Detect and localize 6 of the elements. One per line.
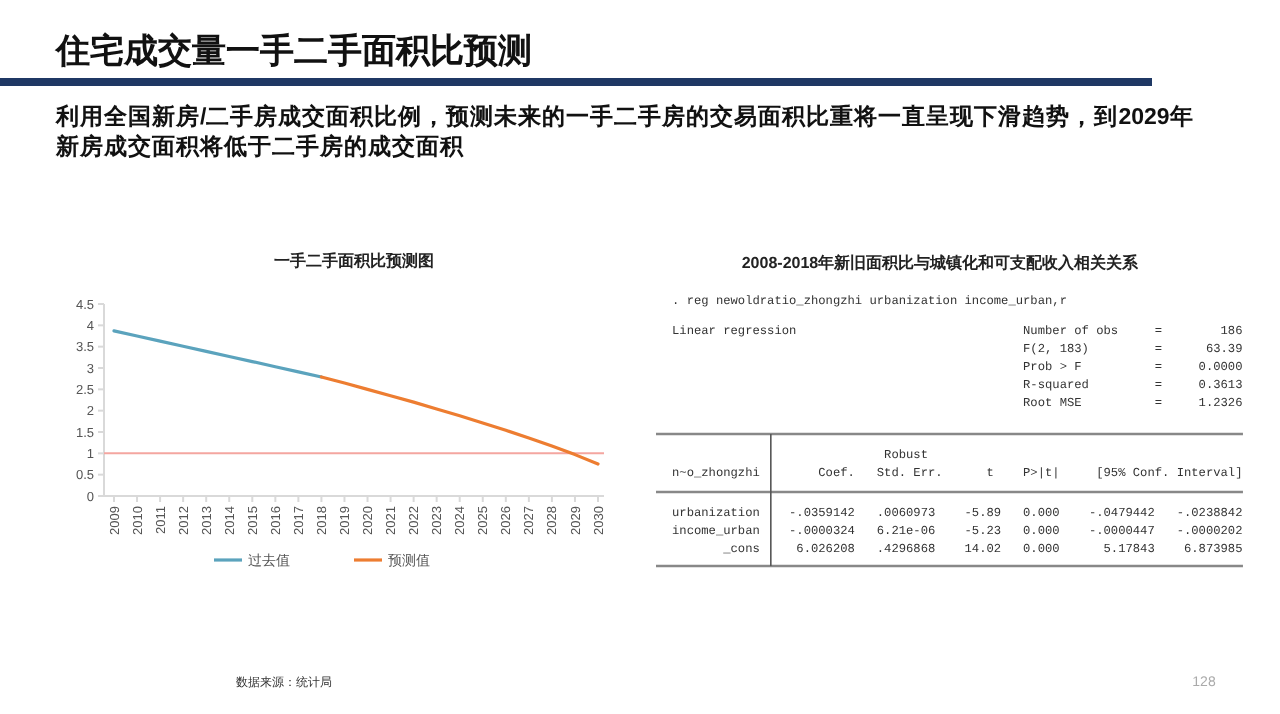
text: 2008-2018年新旧面积比与城镇化和可支配收入相关关系 (741, 252, 1141, 272)
text: 利用全国新房/二手房成交面积比例，预测未来的一手二手房的交易面积比重将一直呈现下滑趋势，到2029年新房成交面积将低于二手房的成交面积 (54, 102, 1194, 160)
line-series (319, 375, 600, 466)
line-series (112, 329, 324, 379)
chart-title: 一手二手面积比预测图 (274, 252, 434, 270)
text: 住宅成交量一手二手面积比预测 (54, 32, 532, 70)
